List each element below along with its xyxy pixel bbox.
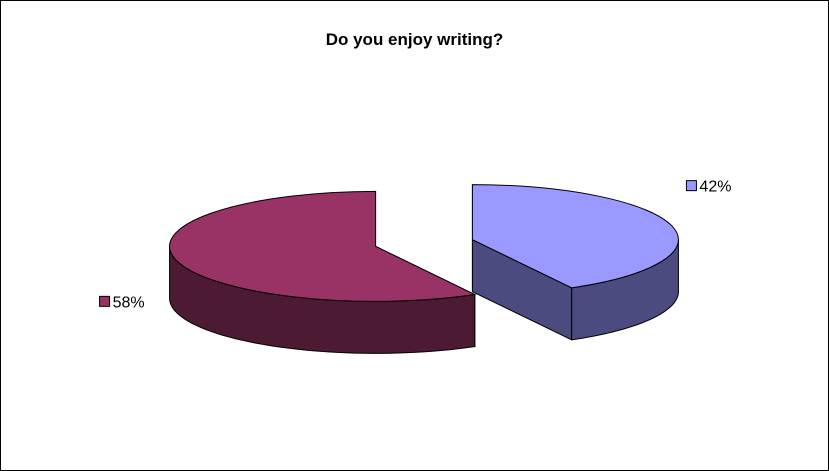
chart-title: Do you enjoy writing? bbox=[325, 30, 504, 49]
data-labels: 42% 58% bbox=[99, 179, 731, 311]
pie-slices bbox=[169, 184, 679, 354]
legend-key bbox=[685, 180, 697, 192]
pie-slice-1 bbox=[471, 184, 679, 341]
legend-key bbox=[99, 295, 111, 307]
slice-label: 58% bbox=[113, 294, 145, 311]
slice-label: 42% bbox=[699, 179, 731, 196]
data-label-1: 42% bbox=[685, 179, 731, 196]
data-label-2: 58% bbox=[99, 294, 145, 311]
pie-slice-2 bbox=[169, 190, 477, 354]
